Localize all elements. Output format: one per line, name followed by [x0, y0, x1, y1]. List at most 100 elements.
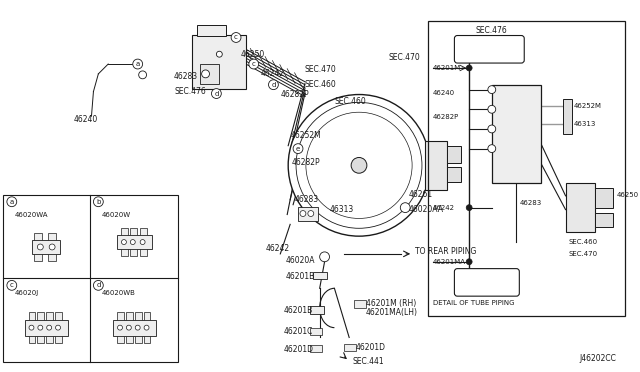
Bar — [196, 25, 226, 36]
Text: 46313: 46313 — [330, 205, 354, 214]
Bar — [310, 328, 322, 334]
Bar — [140, 228, 147, 235]
FancyBboxPatch shape — [454, 35, 524, 63]
Text: SEC.470: SEC.470 — [388, 53, 420, 62]
Bar — [425, 141, 447, 190]
Text: d: d — [96, 282, 100, 288]
Bar — [563, 99, 572, 134]
Text: 46283: 46283 — [174, 72, 198, 81]
Bar — [33, 240, 60, 254]
Circle shape — [144, 325, 149, 330]
Bar — [29, 336, 35, 343]
Text: 46283: 46283 — [519, 200, 541, 206]
Text: TO REAR PIPING: TO REAR PIPING — [415, 247, 476, 256]
Circle shape — [288, 94, 430, 236]
Circle shape — [466, 65, 472, 71]
Bar — [310, 345, 322, 352]
Text: 46250: 46250 — [617, 192, 639, 198]
Bar — [55, 312, 62, 320]
Bar — [566, 183, 595, 232]
Text: SEC.460: SEC.460 — [568, 239, 598, 245]
Bar — [344, 344, 356, 351]
Circle shape — [49, 244, 55, 250]
Bar — [143, 312, 150, 320]
Bar — [121, 249, 128, 256]
Text: 46240: 46240 — [433, 90, 455, 96]
Circle shape — [296, 102, 422, 228]
Text: 46261: 46261 — [408, 190, 432, 199]
Circle shape — [7, 280, 17, 290]
Text: 46240: 46240 — [74, 115, 98, 124]
Text: 46020J: 46020J — [15, 290, 39, 296]
Text: 46020AA: 46020AA — [408, 205, 443, 214]
Bar — [447, 167, 461, 182]
Bar — [428, 21, 625, 316]
Text: 46201D: 46201D — [284, 345, 313, 354]
Circle shape — [400, 203, 410, 212]
Text: SEC.460: SEC.460 — [305, 80, 337, 89]
Text: d: d — [271, 82, 276, 88]
Text: 46020WA: 46020WA — [15, 212, 48, 218]
Circle shape — [466, 259, 472, 265]
Text: 46252M: 46252M — [290, 131, 321, 140]
Circle shape — [29, 325, 34, 330]
Circle shape — [231, 33, 241, 42]
Circle shape — [7, 197, 17, 207]
Bar — [55, 336, 62, 343]
Bar — [121, 228, 128, 235]
Circle shape — [488, 105, 496, 113]
Bar — [126, 336, 132, 343]
Bar — [130, 249, 137, 256]
Circle shape — [135, 325, 140, 330]
Text: d: d — [214, 90, 219, 97]
Circle shape — [202, 70, 209, 78]
Bar — [37, 312, 44, 320]
Text: 46242: 46242 — [260, 69, 285, 78]
Text: 46201M: 46201M — [433, 65, 461, 71]
Bar — [35, 254, 42, 261]
Text: SEC.476: SEC.476 — [174, 87, 206, 96]
Bar — [29, 312, 35, 320]
Circle shape — [319, 252, 330, 262]
Bar — [126, 312, 132, 320]
Text: 46201D: 46201D — [356, 343, 386, 352]
Bar — [46, 312, 53, 320]
Text: 46250: 46250 — [241, 50, 265, 59]
Text: 46201MA: 46201MA — [433, 259, 466, 265]
Bar — [298, 207, 317, 221]
Bar — [492, 85, 541, 183]
Bar — [3, 195, 178, 362]
Text: a: a — [136, 61, 140, 67]
Circle shape — [93, 197, 103, 207]
Bar — [113, 320, 156, 336]
Text: 46201MA(LH): 46201MA(LH) — [366, 308, 418, 317]
Text: 46313: 46313 — [573, 121, 596, 127]
Text: 46282P: 46282P — [280, 90, 309, 99]
Bar — [447, 146, 461, 163]
Bar — [135, 312, 141, 320]
Bar — [48, 254, 56, 261]
Bar — [310, 306, 324, 314]
Circle shape — [38, 325, 43, 330]
Text: c: c — [234, 35, 238, 41]
Circle shape — [47, 325, 52, 330]
Text: 46201B: 46201B — [285, 272, 314, 281]
Text: 46020WB: 46020WB — [101, 290, 135, 296]
Text: SEC.470: SEC.470 — [568, 251, 598, 257]
Text: 46242: 46242 — [266, 244, 290, 253]
Circle shape — [488, 145, 496, 153]
Bar — [48, 233, 56, 240]
Text: c: c — [252, 61, 256, 67]
Text: a: a — [10, 199, 14, 205]
Circle shape — [140, 240, 145, 244]
Bar — [192, 35, 246, 89]
Text: e: e — [296, 145, 300, 152]
Circle shape — [118, 325, 122, 330]
Text: 46283: 46283 — [295, 195, 319, 204]
Bar — [130, 228, 137, 235]
Text: b: b — [96, 199, 100, 205]
Circle shape — [306, 112, 412, 218]
Circle shape — [139, 71, 147, 79]
Text: 46282P: 46282P — [292, 158, 321, 167]
Text: 46201M (RH): 46201M (RH) — [366, 299, 416, 308]
